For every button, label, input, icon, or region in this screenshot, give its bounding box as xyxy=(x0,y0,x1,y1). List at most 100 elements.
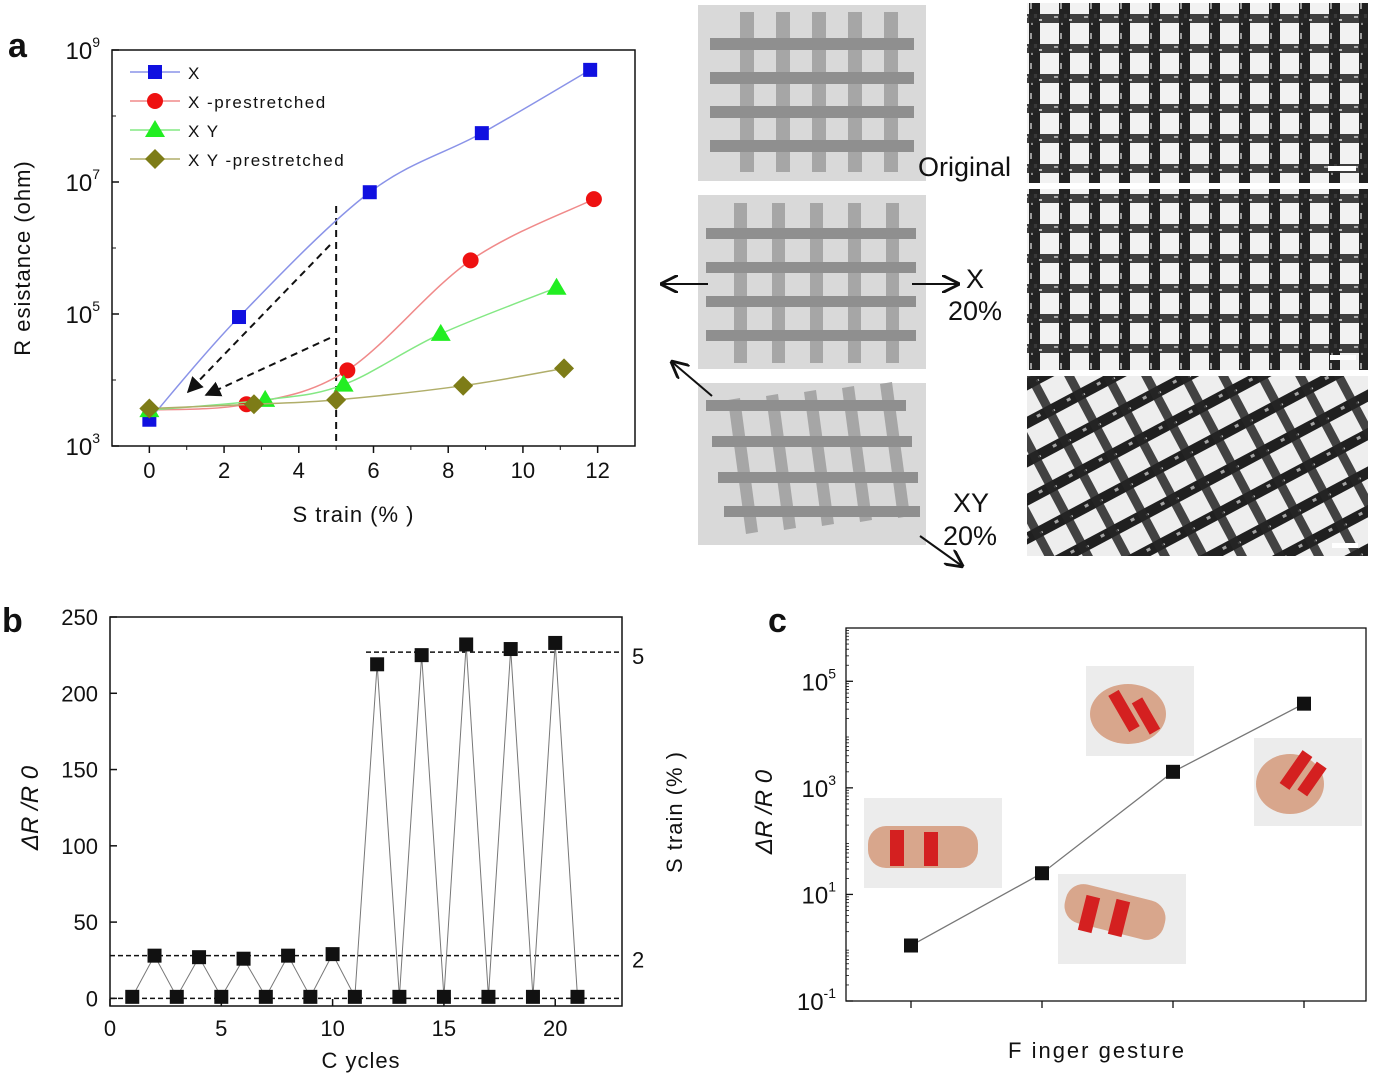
data-point-2 xyxy=(333,374,354,392)
legend-label-2: X Y xyxy=(188,122,220,141)
data-point-0 xyxy=(583,62,598,77)
label-x-percent: 20% xyxy=(948,296,1002,326)
x-axis-label-a: S train (% ) xyxy=(292,502,414,527)
data-point-0 xyxy=(474,126,489,141)
dashed-arrow-a-2 xyxy=(204,337,331,397)
chart-a-resistance-vs-strain: 0 2 4 6 8 10 12 103 105 107 109 S train (% ) R esist… xyxy=(10,34,636,527)
data-point-1 xyxy=(339,362,356,379)
series-line-1 xyxy=(149,198,595,411)
data-point-3 xyxy=(243,394,264,415)
photo-gesture-3 xyxy=(1086,666,1194,756)
data-point-b xyxy=(570,989,585,1004)
label-xy: XY xyxy=(953,488,989,518)
y2-tick-label-b-2: 2 xyxy=(632,948,644,973)
photo-gesture-2 xyxy=(1058,874,1186,964)
y-tick-label-b: 150 xyxy=(61,758,98,783)
data-point-b xyxy=(325,947,340,962)
legend-marker-2 xyxy=(145,120,165,137)
micrograph-xy-20 xyxy=(1027,376,1368,556)
x-tick-label-a: 10 xyxy=(511,458,535,483)
series-line-b xyxy=(131,642,578,999)
x-tick-label-a: 8 xyxy=(442,458,454,483)
data-point-b xyxy=(548,635,563,650)
y2-tick-label-b-5: 5 xyxy=(632,644,644,669)
x-tick-label-a: 6 xyxy=(367,458,379,483)
data-point-b xyxy=(436,989,451,1004)
y-tick-label-b: 100 xyxy=(61,834,98,859)
photo-gesture-1 xyxy=(864,798,1002,888)
data-point-b xyxy=(525,989,540,1004)
y-tick-label-a: 105 xyxy=(66,298,101,329)
y-tick-label-a: 109 xyxy=(66,34,101,65)
data-point-b xyxy=(303,989,318,1004)
data-point-b xyxy=(459,637,474,652)
y-axis-label-b: ΔR /R 0 xyxy=(17,765,44,851)
data-point-b xyxy=(125,989,140,1004)
y-tick-label-b: 0 xyxy=(86,986,98,1011)
legend-marker-3 xyxy=(145,149,165,169)
data-point-b xyxy=(147,948,162,963)
data-point-3 xyxy=(326,389,347,410)
x-tick-label-a: 2 xyxy=(218,458,230,483)
legend-label-3: X Y -prestretched xyxy=(188,151,345,170)
x-tick-label-b: 10 xyxy=(320,1016,344,1041)
data-point-b xyxy=(258,989,273,1004)
dashed-arrow-a-1 xyxy=(186,244,331,394)
legend-label-0: X xyxy=(188,64,201,83)
schematic-original xyxy=(698,5,926,181)
data-point-b xyxy=(192,950,207,965)
legend-label-1: X -prestretched xyxy=(188,93,327,112)
schematic-xy-stretched xyxy=(698,382,926,545)
data-point-b xyxy=(414,648,429,663)
label-x: X xyxy=(966,264,984,294)
y-tick-label-a: 103 xyxy=(66,430,101,461)
panel-b-label: b xyxy=(2,602,23,640)
legend-marker-0 xyxy=(148,65,162,79)
data-point-0 xyxy=(232,310,247,325)
x-tick-label-a: 4 xyxy=(293,458,305,483)
y-tick-label-c: 105 xyxy=(802,665,837,696)
y-tick-label-b: 250 xyxy=(61,605,98,630)
x-tick-label-a: 12 xyxy=(585,458,609,483)
y-axis-label-c: ΔR /R 0 xyxy=(751,769,778,855)
data-point-b xyxy=(503,642,518,657)
y-tick-label-c: 10-1 xyxy=(797,985,836,1016)
plot-frame-c xyxy=(845,627,1367,1002)
y-tick-label-c: 103 xyxy=(802,772,837,803)
panel-c-label: c xyxy=(768,602,787,640)
x-tick-label-b: 0 xyxy=(104,1016,116,1041)
chart-c-finger-gesture: 10-1 101 103 105 F inger gesture ΔR /R 0 xyxy=(751,627,1367,1063)
data-point-0 xyxy=(362,185,377,200)
x-tick-label-b: 15 xyxy=(432,1016,456,1041)
label-xy-percent: 20% xyxy=(943,521,997,551)
data-point-3 xyxy=(139,398,160,419)
data-point-b xyxy=(169,989,184,1004)
y2-axis-label-b: S train (% ) xyxy=(662,751,687,873)
data-point-c xyxy=(1166,764,1180,779)
data-point-2 xyxy=(430,323,451,341)
data-point-b xyxy=(214,989,229,1004)
data-point-1 xyxy=(585,191,602,208)
series-line-c xyxy=(910,703,1305,947)
data-point-1 xyxy=(462,252,479,269)
data-point-c xyxy=(904,938,918,953)
panel-a-label: a xyxy=(8,27,28,65)
data-point-b xyxy=(481,989,496,1004)
micrograph-x-20 xyxy=(1027,189,1368,370)
label-original: Original xyxy=(918,152,1011,182)
data-point-b xyxy=(347,989,362,1004)
y-tick-label-b: 200 xyxy=(61,681,98,706)
data-point-b xyxy=(236,951,251,966)
data-point-b xyxy=(370,657,385,672)
data-point-2 xyxy=(546,277,567,295)
x-axis-label-b: C ycles xyxy=(321,1048,400,1073)
data-point-b xyxy=(281,948,296,963)
y-tick-label-b: 50 xyxy=(74,910,98,935)
x-axis-label-c: F inger gesture xyxy=(1008,1038,1186,1063)
data-point-3 xyxy=(453,375,474,396)
y-tick-label-a: 107 xyxy=(66,166,101,197)
x-tick-label-b: 5 xyxy=(215,1016,227,1041)
micrograph-original xyxy=(1027,3,1368,183)
